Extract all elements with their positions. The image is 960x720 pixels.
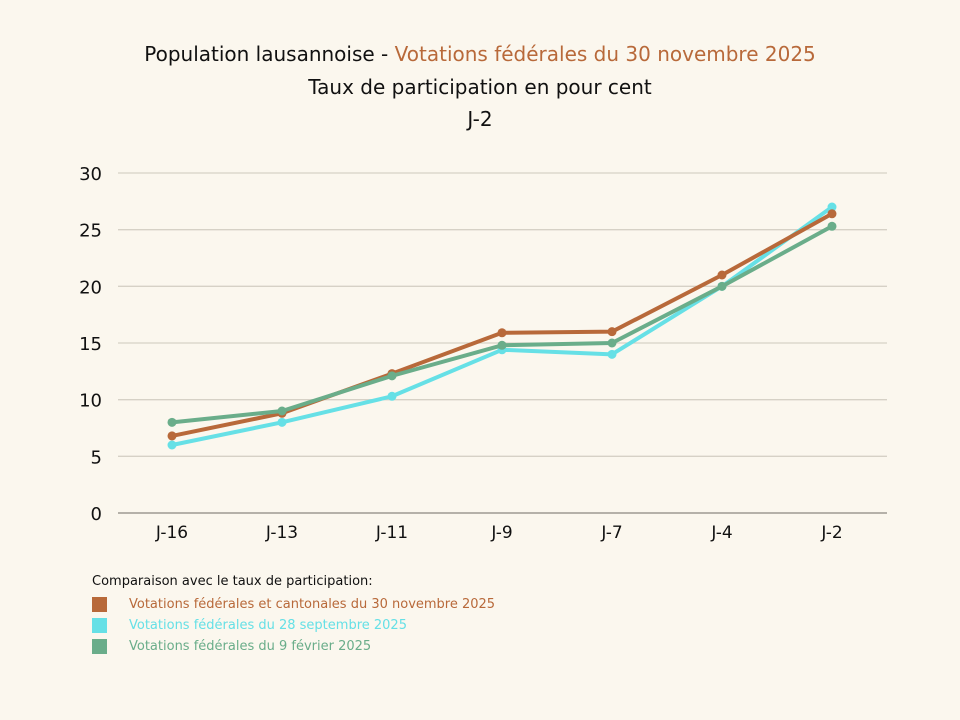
legend-swatch (92, 597, 107, 612)
data-point (717, 281, 727, 291)
legend: Comparaison avec le taux de participatio… (92, 574, 495, 657)
x-tick-label: J-11 (375, 523, 408, 543)
legend-label: Votations fédérales et cantonales du 30 … (129, 597, 496, 612)
data-point (497, 340, 507, 350)
data-point (167, 440, 177, 450)
data-point (277, 406, 287, 416)
y-tick-label: 20 (79, 277, 102, 298)
data-point (167, 417, 177, 427)
x-tick-label: J-7 (600, 523, 622, 543)
data-point (607, 327, 617, 337)
data-point (277, 417, 287, 427)
data-point (497, 328, 507, 338)
data-point (607, 338, 617, 348)
x-tick-label: J-9 (490, 523, 512, 543)
chart-title: Population lausannoise - Votations fédér… (0, 42, 960, 66)
data-point (827, 202, 837, 212)
legend-label: Votations fédérales du 9 février 2025 (129, 639, 372, 654)
legend-title: Comparaison avec le taux de participatio… (92, 574, 373, 589)
series-line (170, 224, 834, 425)
x-tick-label: J-2 (820, 523, 842, 543)
x-tick-label: J-16 (155, 523, 188, 543)
legend-item: Votations fédérales du 9 février 2025 (92, 636, 495, 657)
x-tick-label: J-4 (710, 523, 732, 543)
x-tick-label: J-13 (265, 523, 298, 543)
chart-subtitle-day: J-2 (467, 107, 493, 131)
y-tick-label: 30 (79, 164, 102, 185)
y-tick-label: 10 (79, 391, 102, 412)
data-point (387, 371, 397, 381)
y-tick-label: 15 (79, 334, 102, 355)
data-point (387, 391, 397, 401)
legend-swatch (92, 639, 107, 654)
title-prefix: Population lausannoise - (144, 42, 395, 66)
chart-subtitle: Taux de participation en pour cent (308, 75, 652, 99)
data-point (607, 349, 617, 359)
data-point (827, 221, 837, 231)
legend-item: Votations fédérales et cantonales du 30 … (92, 594, 495, 615)
legend-label: Votations fédérales du 28 septembre 2025 (129, 618, 407, 633)
legend-swatch (92, 618, 107, 633)
data-point (717, 270, 727, 280)
title-highlight: Votations fédérales du 30 novembre 2025 (394, 42, 816, 66)
y-tick-label: 5 (91, 447, 102, 468)
y-tick-label: 0 (91, 504, 102, 525)
data-point (167, 431, 177, 441)
legend-item: Votations fédérales du 28 septembre 2025 (92, 615, 495, 636)
series-line (170, 205, 834, 447)
y-tick-label: 25 (79, 221, 102, 242)
series-line (170, 211, 834, 438)
data-point (827, 209, 837, 219)
